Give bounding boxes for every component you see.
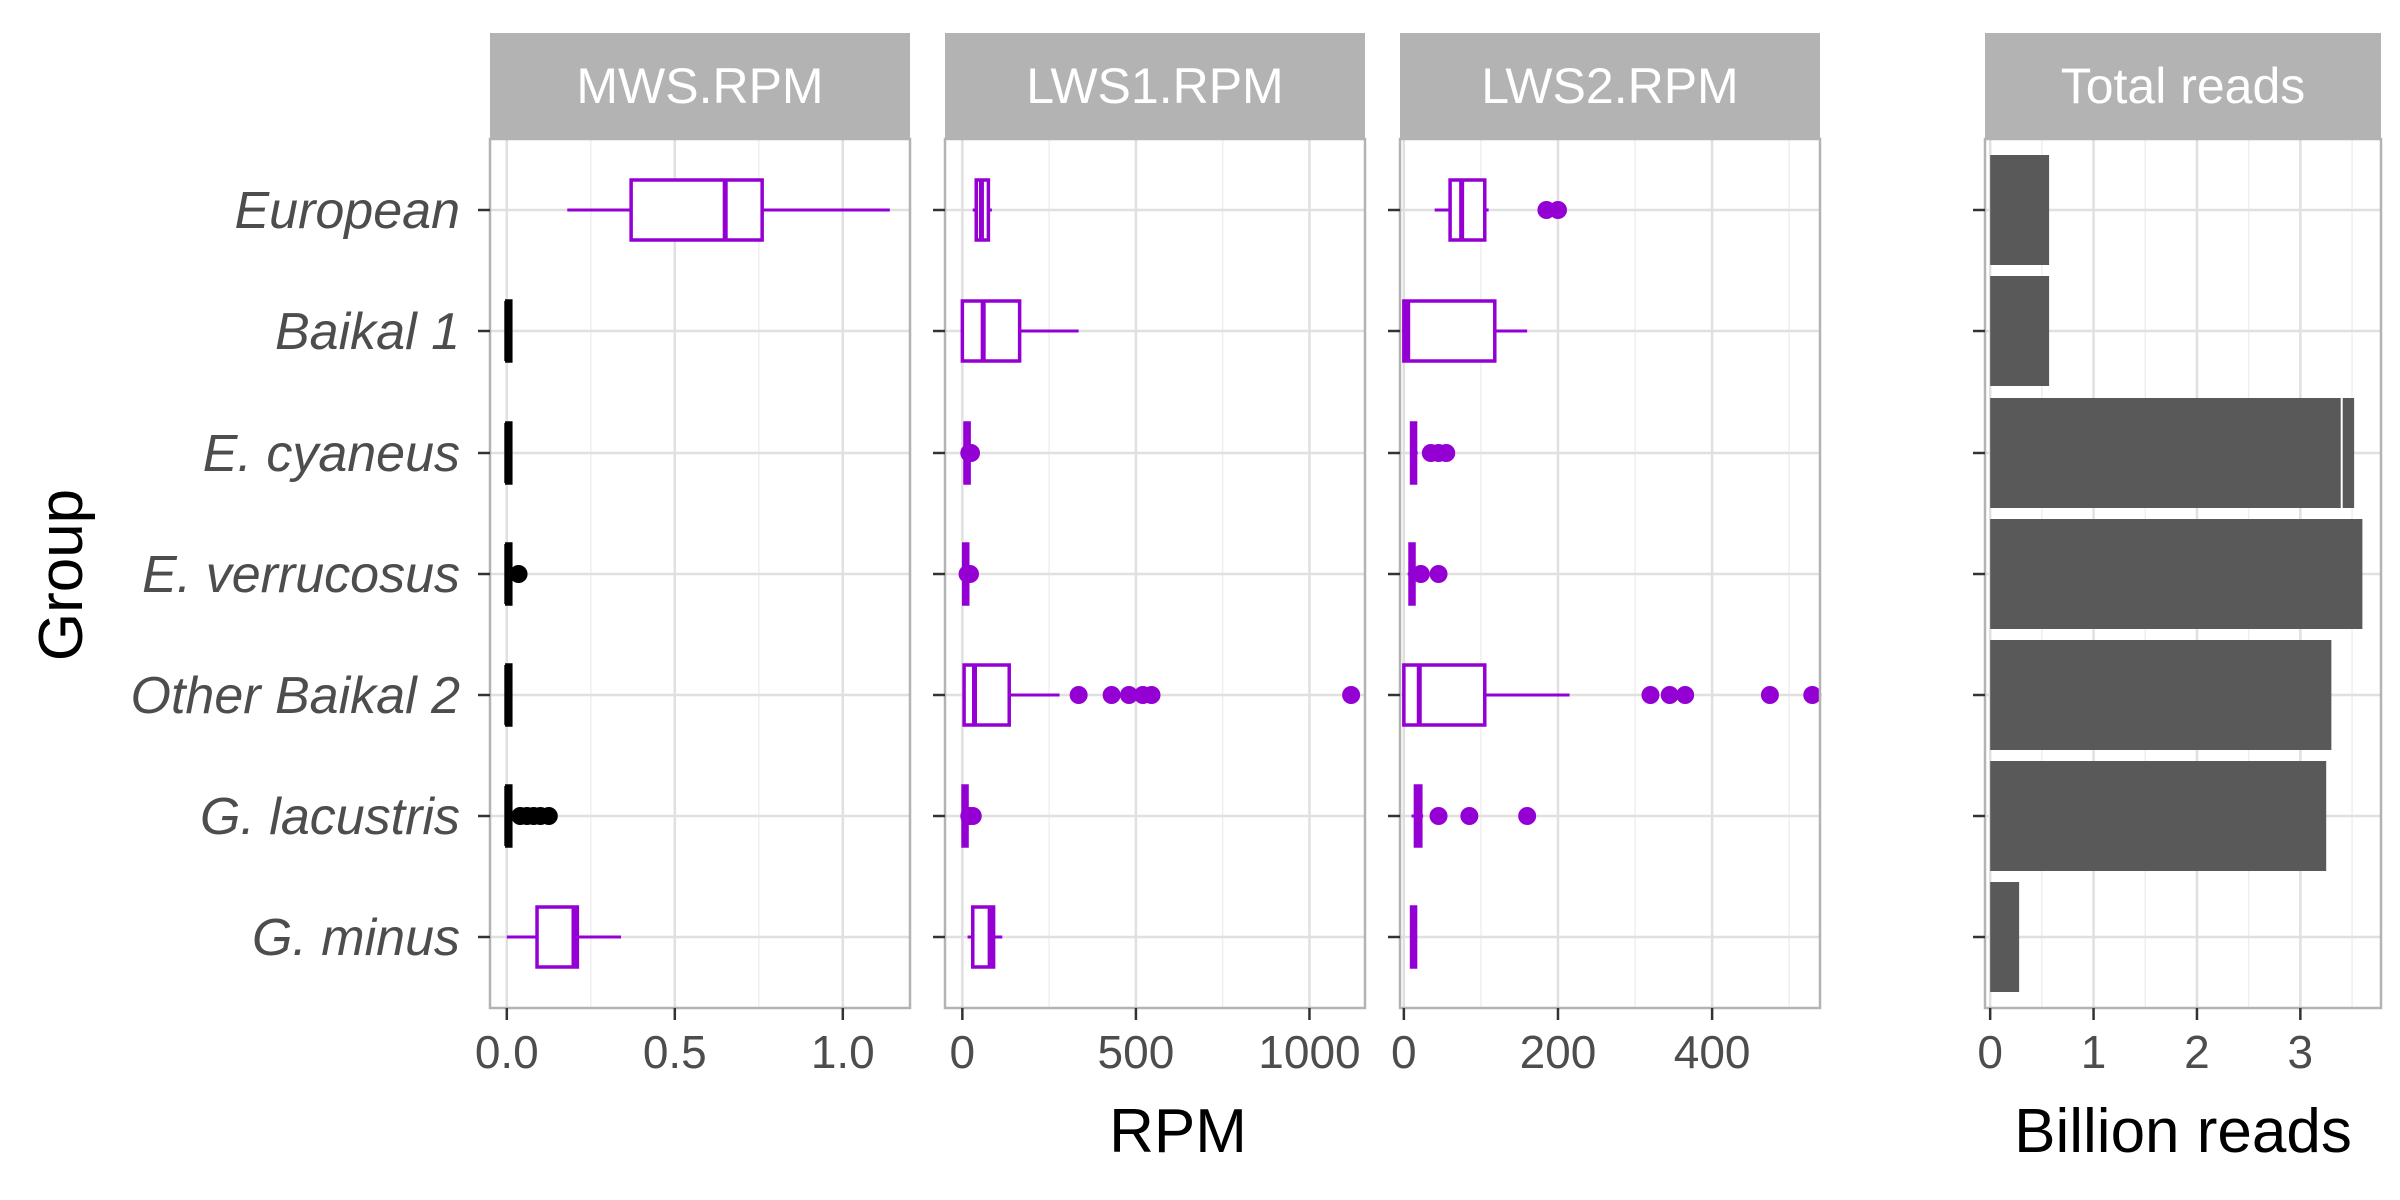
box-e-cyaneus: [960, 421, 981, 485]
outlier-point: [1518, 807, 1537, 825]
box-iqr: [1402, 299, 1497, 363]
box-g-lacustris: [504, 784, 558, 848]
box-g-lacustris: [1411, 784, 1537, 848]
rpm-x-axis-title: RPM: [1109, 1097, 1247, 1166]
outlier-point: [1429, 565, 1448, 583]
outlier-point: [963, 807, 982, 825]
outlier-point: [1803, 686, 1822, 704]
x-tick-label: 0.0: [475, 1026, 539, 1078]
group-label: G. minus: [252, 909, 460, 967]
box-e-cyaneus: [1409, 421, 1456, 485]
panel-lws2-rpm: LWS2.RPM 0 200 400: [1388, 33, 1822, 1078]
x-tick-label: 0.5: [643, 1026, 707, 1078]
outlier-point: [1460, 807, 1479, 825]
outlier-point: [1760, 686, 1779, 704]
box-g-lacustris: [960, 784, 982, 848]
box-european: [1434, 178, 1567, 242]
group-label: E. verrucosus: [142, 546, 460, 604]
y-axis-title: Group: [27, 489, 96, 661]
facet-strip-label: LWS2.RPM: [1481, 58, 1738, 114]
box-iqr: [1402, 663, 1487, 727]
facet-strip-label: Total reads: [2061, 58, 2306, 114]
x-tick-label: 0: [950, 1026, 976, 1078]
bar: [1990, 640, 2332, 750]
outlier-point: [509, 565, 528, 583]
facet-strip: [1985, 33, 2381, 139]
box-other-baikal-2: [962, 663, 1361, 727]
box-iqr: [962, 663, 1011, 727]
outlier-point: [1342, 686, 1361, 704]
outlier-point: [1142, 686, 1161, 704]
group-label: Baikal 1: [275, 303, 460, 361]
x-tick-label: 1000: [1258, 1026, 1360, 1078]
box-iqr: [1448, 178, 1487, 242]
panel-lws1-rpm: LWS1.RPM 0 500 1000: [933, 33, 1367, 1078]
outlier-point: [1660, 686, 1679, 704]
facet-strip-label: LWS1.RPM: [1026, 58, 1283, 114]
bar: [1990, 155, 2050, 265]
outlier-point: [1119, 686, 1138, 704]
x-tick-label: 1.0: [811, 1026, 875, 1078]
chart-panels: MWS.RPM 0.0 0.5 1.0 LWS1.RPM 0 500 1000 LWS2.RPM…: [475, 33, 2383, 1078]
box-e-cyaneus: [504, 421, 513, 485]
outlier-point: [1437, 444, 1456, 462]
box-other-baikal-2: [504, 663, 513, 727]
x-tick-label: 200: [1520, 1026, 1597, 1078]
outlier-point: [539, 807, 558, 825]
box-iqr: [535, 905, 580, 969]
box-baikal-1: [1402, 299, 1528, 363]
facet-strip: [490, 33, 910, 139]
outlier-point: [1102, 686, 1121, 704]
outlier-point: [960, 565, 979, 583]
outlier-point: [1411, 565, 1430, 583]
box-baikal-1: [960, 299, 1079, 363]
facet-strip: [945, 33, 1365, 139]
outlier-point: [1676, 686, 1695, 704]
bar: [1990, 519, 2363, 629]
group-label: E. cyaneus: [203, 425, 460, 483]
facet-strip-label: MWS.RPM: [576, 58, 823, 114]
box-e-verrucosus: [504, 542, 528, 606]
group-label: G. lacustris: [200, 788, 460, 846]
group-label: Other Baikal 2: [131, 667, 461, 725]
bar: [1990, 276, 2050, 386]
box-g-minus: [1409, 905, 1418, 969]
panel-total-reads: Total reads 0 1 2 3: [1973, 33, 2383, 1078]
x-tick-label: 500: [1098, 1026, 1175, 1078]
box-european: [567, 178, 890, 242]
outlier-point: [1069, 686, 1088, 704]
x-tick-label: 0: [1977, 1026, 2003, 1078]
outlier-point: [1548, 201, 1567, 219]
box-iqr: [629, 178, 764, 242]
box-g-minus: [506, 905, 622, 969]
x-tick-label: 400: [1674, 1026, 1751, 1078]
box-other-baikal-2: [1402, 663, 1822, 727]
facet-strip: [1400, 33, 1820, 139]
bar: [1990, 398, 2355, 508]
outlier-point: [1429, 807, 1448, 825]
box-baikal-1: [504, 299, 513, 363]
box-g-minus: [967, 905, 1003, 969]
box-e-verrucosus: [958, 542, 979, 606]
group-axis-labels: European Baikal 1 E. cyaneus E. verrucosus O…: [131, 182, 461, 967]
box-european: [972, 178, 992, 242]
outlier-point: [962, 444, 981, 462]
x-tick-label: 1: [2081, 1026, 2107, 1078]
outlier-point: [1641, 686, 1660, 704]
bar-x-axis-title: Billion reads: [2014, 1097, 2352, 1166]
group-label: European: [234, 182, 460, 240]
bar: [1990, 761, 2327, 871]
box-iqr: [960, 299, 1022, 363]
box-e-verrucosus: [1407, 542, 1448, 606]
x-tick-label: 3: [2288, 1026, 2314, 1078]
bar: [1990, 882, 2020, 992]
x-tick-label: 0: [1391, 1026, 1417, 1078]
x-tick-label: 2: [2184, 1026, 2210, 1078]
panel-mws-rpm: MWS.RPM 0.0 0.5 1.0: [475, 33, 912, 1078]
